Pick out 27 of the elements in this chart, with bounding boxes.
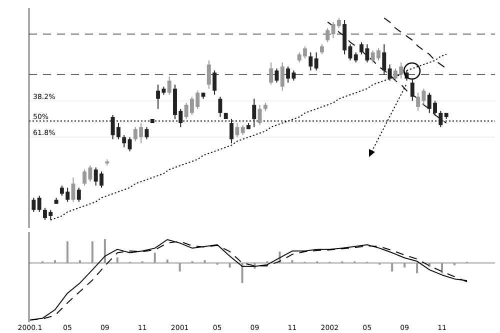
candlestick [280, 62, 284, 92]
candlestick [326, 28, 330, 43]
candlestick [258, 104, 262, 126]
candlestick [76, 187, 81, 202]
candlestick [235, 122, 240, 138]
candlestick [314, 52, 318, 72]
candlestick [320, 44, 324, 55]
candlestick [167, 76, 172, 96]
candlestick [252, 98, 256, 128]
candlestick [388, 64, 392, 82]
candlestick [308, 52, 313, 72]
candlestick [212, 70, 217, 96]
candlestick [230, 118, 234, 144]
candlestick [128, 136, 132, 152]
candlestick [218, 96, 222, 118]
candlestick [336, 18, 341, 29]
candlestick [269, 62, 274, 86]
candlestick [382, 44, 386, 76]
candlestick [410, 78, 414, 102]
candlestick [37, 195, 42, 212]
candlestick [122, 134, 126, 148]
candlestick [240, 124, 245, 136]
candlestick [71, 177, 76, 202]
candlestick [354, 52, 358, 63]
candlestick [438, 110, 443, 128]
candlestick [206, 60, 211, 90]
candlestick [32, 197, 36, 212]
